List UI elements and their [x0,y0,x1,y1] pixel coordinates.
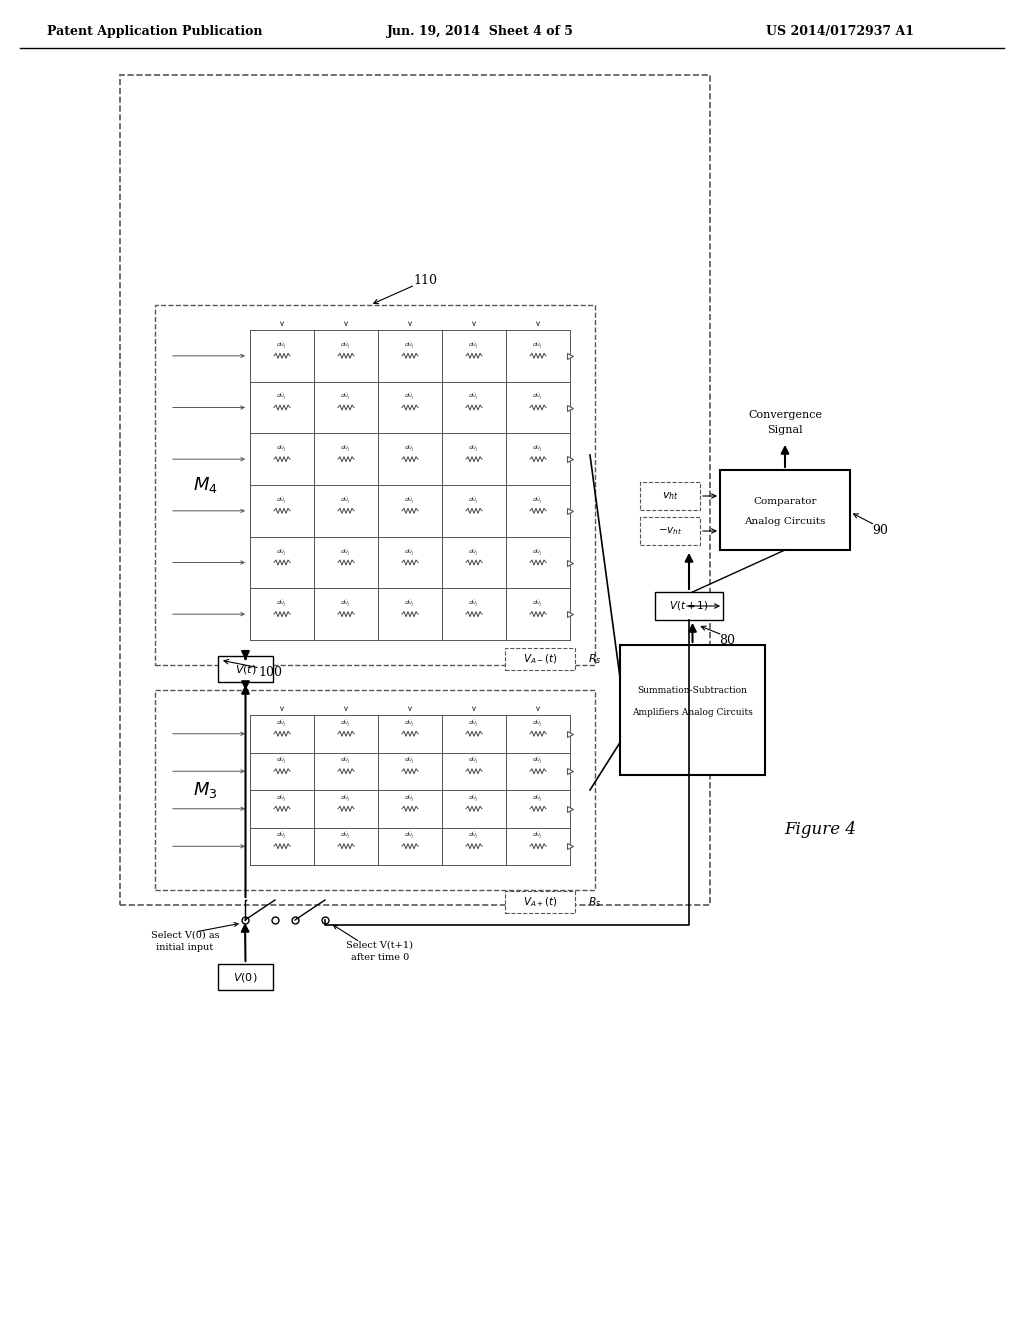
Text: $d\tilde{u}_j$: $d\tilde{u}_j$ [468,341,479,351]
Text: $V(t+1)$: $V(t+1)$ [669,599,709,612]
Text: Summation-Subtraction: Summation-Subtraction [638,686,748,696]
Text: $d\tilde{u}_j$: $d\tilde{u}_j$ [468,444,479,454]
Text: Amplifiers Analog Circuits: Amplifiers Analog Circuits [632,708,753,717]
Text: $d\tilde{u}_j$: $d\tilde{u}_j$ [404,832,416,841]
Text: $d\tilde{u}_j$: $d\tilde{u}_j$ [468,548,479,557]
Text: $M_4$: $M_4$ [193,475,217,495]
Text: $d\tilde{u}_j$: $d\tilde{u}_j$ [340,793,351,804]
Text: $d\tilde{u}_j$: $d\tilde{u}_j$ [532,793,544,804]
Text: $d\tilde{u}_j$: $d\tilde{u}_j$ [276,832,288,841]
Text: $d\tilde{u}_j$: $d\tilde{u}_j$ [276,392,288,403]
Text: $d\tilde{u}_j$: $d\tilde{u}_j$ [468,599,479,609]
Bar [640,482,700,510]
Text: $V(t)$: $V(t)$ [234,663,256,676]
Text: $d\tilde{u}_j$: $d\tilde{u}_j$ [468,793,479,804]
Text: 110: 110 [413,273,437,286]
Text: $d\tilde{u}_j$: $d\tilde{u}_j$ [340,756,351,766]
Text: $d\tilde{u}_j$: $d\tilde{u}_j$ [340,495,351,506]
Text: 90: 90 [872,524,888,536]
Text: $d\tilde{u}_j$: $d\tilde{u}_j$ [468,392,479,403]
Text: $d\tilde{u}_j$: $d\tilde{u}_j$ [532,495,544,506]
Text: $d\tilde{u}_j$: $d\tilde{u}_j$ [276,793,288,804]
Bar [120,75,710,906]
Text: Patent Application Publication: Patent Application Publication [47,25,263,38]
Text: $d\tilde{u}_j$: $d\tilde{u}_j$ [404,756,416,766]
Text: $V(0)$: $V(0)$ [233,970,258,983]
Text: $d\tilde{u}_j$: $d\tilde{u}_j$ [276,495,288,506]
Text: $d\tilde{u}_j$: $d\tilde{u}_j$ [468,495,479,506]
Text: $d\tilde{u}_j$: $d\tilde{u}_j$ [340,599,351,609]
Text: $d\tilde{u}_j$: $d\tilde{u}_j$ [468,832,479,841]
Text: $d\tilde{u}_j$: $d\tilde{u}_j$ [468,756,479,766]
Text: $-v_{ht}$: $-v_{ht}$ [657,525,682,537]
Bar [218,964,273,990]
Text: $V_{A+}(t)$: $V_{A+}(t)$ [522,895,557,908]
Text: 100: 100 [258,665,282,678]
Text: $d\tilde{u}_j$: $d\tilde{u}_j$ [532,548,544,557]
Bar [218,656,273,682]
Text: Select V(0) as: Select V(0) as [151,931,219,940]
Text: Jun. 19, 2014  Sheet 4 of 5: Jun. 19, 2014 Sheet 4 of 5 [387,25,573,38]
Text: $d\tilde{u}_j$: $d\tilde{u}_j$ [468,718,479,729]
Text: $d\tilde{u}_j$: $d\tilde{u}_j$ [276,599,288,609]
Text: Analog Circuits: Analog Circuits [744,517,825,527]
Text: $d\tilde{u}_j$: $d\tilde{u}_j$ [532,599,544,609]
Text: $d\tilde{u}_j$: $d\tilde{u}_j$ [404,444,416,454]
Text: $d\tilde{u}_j$: $d\tilde{u}_j$ [404,392,416,403]
Text: $d\tilde{u}_j$: $d\tilde{u}_j$ [532,832,544,841]
Bar [155,305,595,665]
Text: $d\tilde{u}_j$: $d\tilde{u}_j$ [340,444,351,454]
Text: $d\tilde{u}_j$: $d\tilde{u}_j$ [532,718,544,729]
Text: $d\tilde{u}_j$: $d\tilde{u}_j$ [404,599,416,609]
Text: $d\tilde{u}_j$: $d\tilde{u}_j$ [340,341,351,351]
Bar [655,591,723,620]
Text: initial input: initial input [157,942,214,952]
Bar [620,645,765,775]
Text: $d\tilde{u}_j$: $d\tilde{u}_j$ [276,718,288,729]
Text: $R_s$: $R_s$ [588,652,602,665]
Text: Convergence: Convergence [748,411,822,420]
Text: Select V(t+1): Select V(t+1) [346,940,414,949]
Text: $d\tilde{u}_j$: $d\tilde{u}_j$ [340,832,351,841]
Bar [720,470,850,550]
Text: $d\tilde{u}_j$: $d\tilde{u}_j$ [532,341,544,351]
Text: $d\tilde{u}_j$: $d\tilde{u}_j$ [340,718,351,729]
Bar [155,690,595,890]
Text: $v_{ht}$: $v_{ht}$ [662,490,679,502]
Text: $M_3$: $M_3$ [193,780,217,800]
Text: $d\tilde{u}_j$: $d\tilde{u}_j$ [276,756,288,766]
Text: $d\tilde{u}_j$: $d\tilde{u}_j$ [404,548,416,557]
Text: $d\tilde{u}_j$: $d\tilde{u}_j$ [404,718,416,729]
Bar [640,517,700,545]
Bar [505,648,575,671]
Text: $d\tilde{u}_j$: $d\tilde{u}_j$ [404,495,416,506]
Text: $d\tilde{u}_j$: $d\tilde{u}_j$ [276,548,288,557]
Text: Signal: Signal [767,425,803,436]
Text: $d\tilde{u}_j$: $d\tilde{u}_j$ [340,548,351,557]
Text: $d\tilde{u}_j$: $d\tilde{u}_j$ [276,444,288,454]
Text: Comparator: Comparator [754,498,817,507]
Text: $R_s$: $R_s$ [588,895,602,909]
Text: $d\tilde{u}_j$: $d\tilde{u}_j$ [532,756,544,766]
Bar [505,891,575,913]
Text: $d\tilde{u}_j$: $d\tilde{u}_j$ [532,392,544,403]
Text: after time 0: after time 0 [351,953,410,961]
Text: Figure 4: Figure 4 [784,821,856,838]
Text: $V_{A-}(t)$: $V_{A-}(t)$ [522,652,557,665]
Text: 80: 80 [720,634,735,647]
Text: $d\tilde{u}_j$: $d\tilde{u}_j$ [404,793,416,804]
Text: $d\tilde{u}_j$: $d\tilde{u}_j$ [276,341,288,351]
Text: $d\tilde{u}_j$: $d\tilde{u}_j$ [404,341,416,351]
Text: $d\tilde{u}_j$: $d\tilde{u}_j$ [532,444,544,454]
Text: $d\tilde{u}_j$: $d\tilde{u}_j$ [340,392,351,403]
Text: US 2014/0172937 A1: US 2014/0172937 A1 [766,25,914,38]
